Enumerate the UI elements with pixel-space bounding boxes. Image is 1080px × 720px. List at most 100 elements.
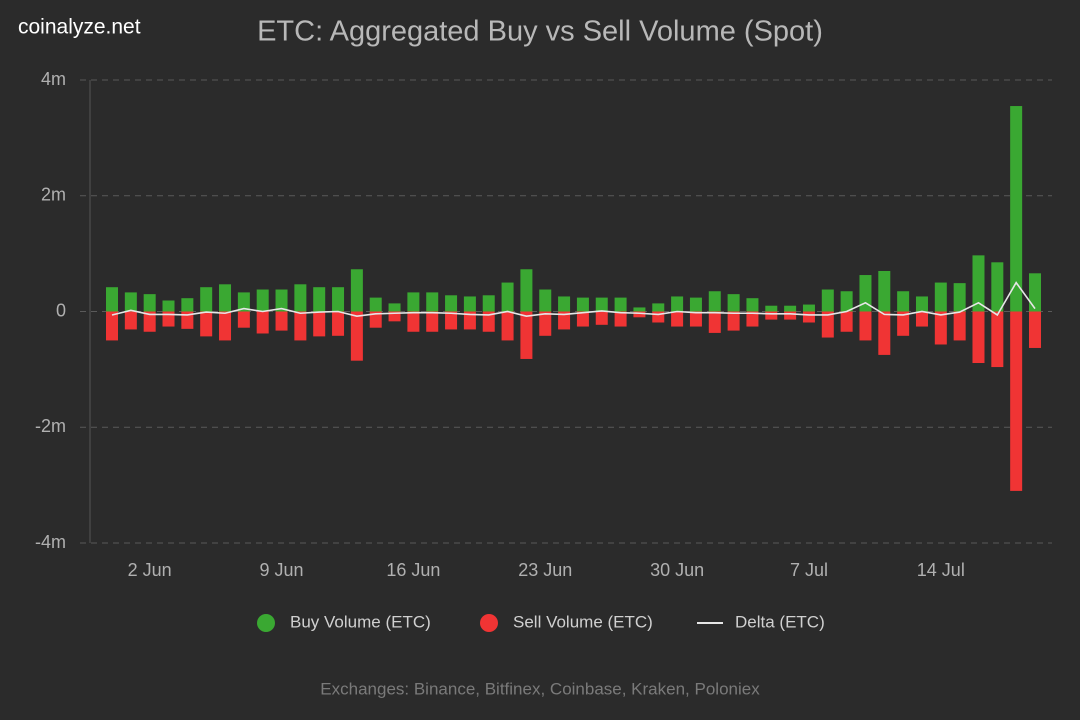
bar [1010,106,1023,312]
bar [821,289,834,312]
bar [463,296,476,312]
x-tick-label: 23 Jun [518,560,572,580]
chart-title: ETC: Aggregated Buy vs Sell Volume (Spot… [257,16,823,48]
bar [576,311,589,327]
bar [1029,311,1041,348]
bar [313,311,326,337]
bar [897,291,910,312]
bar [520,269,533,312]
x-tick-label: 9 Jun [260,560,304,580]
bar [1029,273,1041,312]
bar [124,292,137,312]
bar [878,311,891,355]
y-tick-label: -4m [35,532,66,552]
bar [897,311,910,336]
bar [859,275,872,312]
bar [501,311,514,341]
bar [143,311,156,332]
bar [256,311,269,334]
bar [463,311,476,330]
x-tick-label: 16 Jun [386,560,440,580]
legend-label: Sell Volume (ETC) [513,612,653,631]
bar [539,311,552,336]
bar [388,311,401,322]
bar [671,311,684,327]
bar [181,311,194,329]
bar [294,311,307,341]
bar [558,311,571,330]
bar [633,307,646,312]
bar [784,311,797,320]
bar [200,311,213,337]
y-tick-label: 2m [41,185,66,205]
bar [991,311,1004,368]
bar [426,292,439,312]
bar [652,303,665,312]
bar [313,287,326,312]
bar [708,291,721,312]
bar [934,282,947,312]
bar [369,311,382,328]
bar [934,311,947,345]
x-tick-label: 2 Jun [128,560,172,580]
y-tick-label: 4m [41,69,66,89]
watermark: coinalyze.net [18,16,141,39]
bar [727,294,740,312]
bar [784,305,797,312]
bar [106,311,118,341]
bar [482,311,495,332]
bar [181,298,194,312]
bar [859,311,872,341]
bar [915,296,928,312]
bar [237,292,250,312]
legend-marker [257,614,275,632]
footer: Exchanges: Binance, Bitfinex, Coinbase, … [320,679,760,698]
bar [445,311,458,330]
x-tick-label: 14 Jul [917,560,965,580]
bar [595,297,608,312]
legend-marker [480,614,498,632]
bar [746,311,759,327]
bar [821,311,834,338]
bar [614,311,627,327]
bar [332,287,345,312]
bar [972,311,985,364]
bar [124,311,137,330]
bar [388,303,401,312]
bar [106,287,118,312]
x-tick-label: 30 Jun [650,560,704,580]
bar [727,311,740,331]
bar [237,311,250,328]
bar [219,284,232,312]
bar [219,311,232,341]
bar [350,269,363,312]
bar [595,311,608,325]
bar [520,311,533,359]
bar [708,311,721,333]
bar [689,311,702,327]
bar [972,255,985,312]
bar [558,296,571,312]
bar [991,262,1004,312]
bar [840,291,853,312]
bar [915,311,928,327]
delta-line [111,281,1036,317]
bar [802,304,815,312]
y-tick-label: -2m [35,416,66,436]
bar [501,282,514,312]
y-tick-label: 0 [56,300,66,320]
bar [143,294,156,312]
bar [482,295,495,312]
bar [332,311,345,336]
bar [953,283,966,312]
bar [765,305,778,312]
bar [840,311,853,332]
bar [162,300,175,312]
bar [576,297,589,312]
bar [953,311,966,341]
legend-label: Buy Volume (ETC) [290,612,431,631]
bar [407,311,420,332]
